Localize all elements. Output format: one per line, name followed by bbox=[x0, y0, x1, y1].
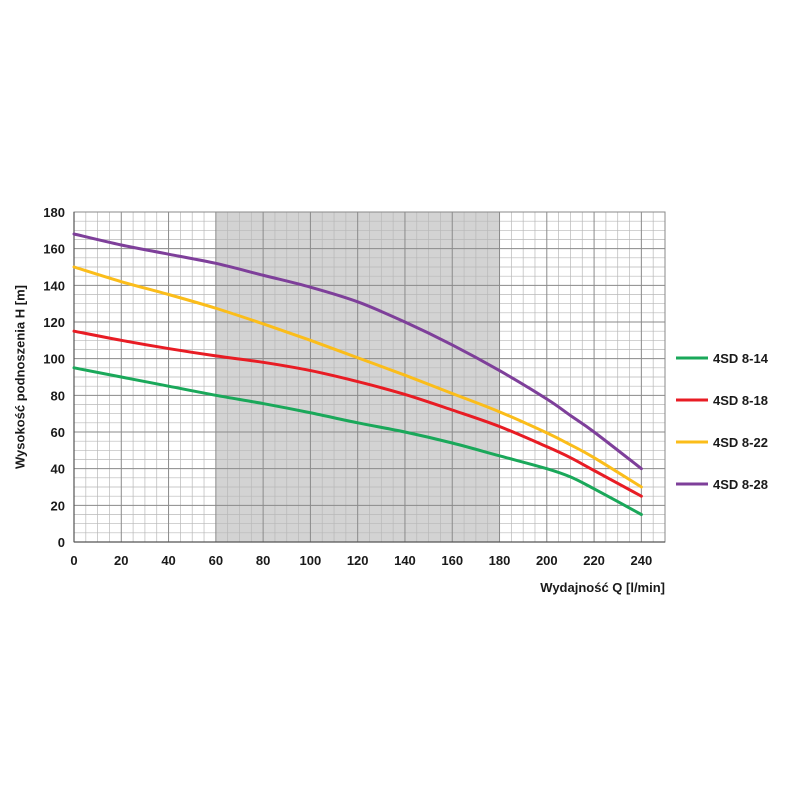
x-tick-label: 100 bbox=[300, 553, 322, 568]
x-tick-label: 80 bbox=[256, 553, 270, 568]
legend-label-4sd-8-22: 4SD 8-22 bbox=[713, 435, 768, 450]
x-tick-label: 240 bbox=[631, 553, 653, 568]
x-tick-label: 140 bbox=[394, 553, 416, 568]
x-tick-label: 0 bbox=[70, 553, 77, 568]
series-line-4sd-8-14 bbox=[72, 366, 643, 516]
series-line-4sd-8-28 bbox=[72, 232, 643, 471]
y-axis-title: Wysokość podnoszenia H [m] bbox=[12, 285, 27, 469]
y-tick-label: 0 bbox=[58, 535, 65, 550]
y-tick-label: 60 bbox=[51, 425, 65, 440]
legend-label-4sd-8-14: 4SD 8-14 bbox=[713, 351, 769, 366]
y-tick-label: 180 bbox=[43, 205, 65, 220]
legend-label-4sd-8-18: 4SD 8-18 bbox=[713, 393, 768, 408]
y-tick-label: 100 bbox=[43, 352, 65, 367]
y-tick-label: 140 bbox=[43, 278, 65, 293]
x-tick-label: 120 bbox=[347, 553, 369, 568]
x-tick-label: 60 bbox=[209, 553, 223, 568]
x-tick-label: 220 bbox=[583, 553, 605, 568]
x-tick-label: 200 bbox=[536, 553, 558, 568]
series-line-4sd-8-18 bbox=[72, 329, 643, 498]
x-tick-label: 20 bbox=[114, 553, 128, 568]
y-tick-label: 80 bbox=[51, 388, 65, 403]
y-tick-label: 40 bbox=[51, 462, 65, 477]
legend-label-4sd-8-28: 4SD 8-28 bbox=[713, 477, 768, 492]
x-axis-title: Wydajność Q [l/min] bbox=[540, 580, 665, 595]
x-tick-label: 40 bbox=[161, 553, 175, 568]
x-tick-label: 160 bbox=[441, 553, 463, 568]
x-tick-label: 180 bbox=[489, 553, 511, 568]
series-line-4sd-8-22 bbox=[72, 265, 643, 489]
y-tick-label: 20 bbox=[51, 498, 65, 513]
y-tick-label: 160 bbox=[43, 242, 65, 257]
y-tick-label: 120 bbox=[43, 315, 65, 330]
